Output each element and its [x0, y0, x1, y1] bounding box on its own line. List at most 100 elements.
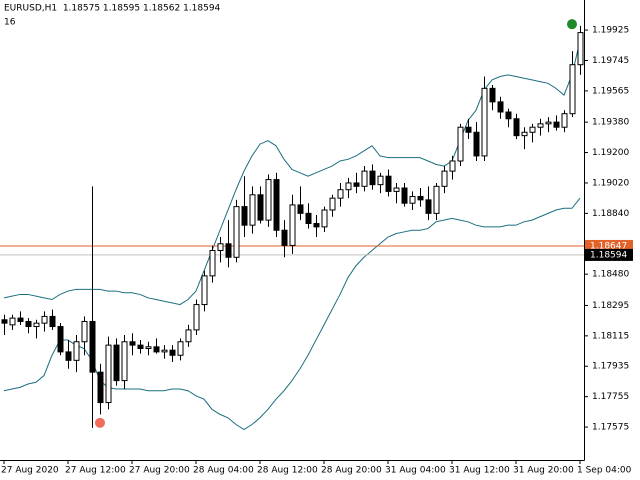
- candle-body: [233, 206, 240, 258]
- candle-body: [417, 195, 424, 201]
- candle-body: [65, 351, 72, 361]
- y-tick-label: 1.19745: [592, 56, 629, 66]
- x-tick-label: 31 Aug 20:00: [513, 466, 574, 476]
- candle-body: [81, 320, 88, 343]
- candle-body: [473, 131, 480, 157]
- candle-body: [201, 275, 208, 306]
- candle-body: [433, 185, 440, 214]
- candle-body: [401, 187, 408, 204]
- candle-body: [329, 197, 336, 211]
- candle-body: [577, 32, 584, 66]
- candle-body: [177, 341, 184, 356]
- candle-body: [409, 195, 416, 204]
- y-tick-label: 1.19020: [592, 178, 629, 188]
- candle-body: [385, 175, 392, 192]
- candle-body: [457, 126, 464, 162]
- x-tick-label: 31 Aug 12:00: [449, 466, 510, 476]
- x-tick-label: 31 Aug 04:00: [385, 466, 446, 476]
- candle-body: [129, 341, 136, 346]
- candle-body: [425, 199, 432, 214]
- candle-body: [1, 319, 8, 324]
- candle-body: [33, 322, 40, 328]
- candle-body: [105, 344, 112, 404]
- y-tick-label: 1.18295: [592, 301, 629, 311]
- price-level-label: 1.18647: [590, 241, 627, 251]
- candle-body: [569, 64, 576, 115]
- chart-title: EURUSD,H1 1.18575 1.18595 1.18562 1.1859…: [4, 4, 221, 14]
- candle-body: [361, 170, 368, 187]
- y-tick-label: 1.19925: [592, 26, 629, 36]
- y-tick-label: 1.17755: [592, 392, 629, 402]
- candle-body: [553, 121, 560, 128]
- candle-body: [297, 204, 304, 214]
- candle-body: [17, 317, 24, 322]
- candle-body: [393, 187, 400, 192]
- candle-body: [465, 126, 472, 133]
- candle-body: [513, 118, 520, 137]
- candle-body: [345, 182, 352, 191]
- price-level-label: 1.18594: [590, 250, 627, 260]
- y-tick-label: 1.19380: [592, 118, 629, 128]
- candle-body: [257, 194, 264, 221]
- candle-body: [289, 204, 296, 246]
- candle-body: [529, 126, 536, 133]
- candle-body: [241, 206, 248, 226]
- indicator-label: 16: [4, 18, 16, 28]
- y-tick-label: 1.17575: [592, 423, 629, 433]
- signal-dot: [567, 19, 577, 30]
- x-tick-label: 27 Aug 12:00: [65, 466, 126, 476]
- candle-body: [73, 341, 80, 361]
- candle-body: [161, 349, 168, 353]
- candle-body: [377, 175, 384, 186]
- candle-body: [249, 194, 256, 226]
- candle-body: [505, 111, 512, 120]
- candle-body: [281, 229, 288, 246]
- candle-body: [169, 349, 176, 356]
- candle-body: [441, 170, 448, 187]
- x-tick-label: 27 Aug 2020: [1, 466, 59, 476]
- candle-body: [521, 131, 528, 137]
- candle-body: [225, 243, 232, 258]
- candle-body: [273, 179, 280, 231]
- y-tick-label: 1.19200: [592, 148, 629, 158]
- candle-body: [89, 320, 96, 373]
- y-tick-label: 1.18115: [592, 331, 629, 341]
- x-tick-label: 28 Aug 20:00: [321, 466, 382, 476]
- candle-body: [561, 113, 568, 128]
- candle-body: [537, 123, 544, 128]
- candle-body: [137, 344, 144, 350]
- candle-body: [265, 179, 272, 221]
- candle-body: [497, 101, 504, 113]
- candle-body: [353, 182, 360, 187]
- candle-body: [185, 329, 192, 343]
- x-tick-label: 1 Sep 04:00: [577, 466, 632, 476]
- candle-body: [321, 209, 328, 228]
- candle-body: [217, 243, 224, 252]
- candle-body: [209, 250, 216, 277]
- candle-body: [545, 121, 552, 125]
- candle-body: [193, 304, 200, 331]
- y-tick-label: 1.18840: [592, 209, 629, 219]
- candle-body: [57, 326, 64, 353]
- x-tick-label: 28 Aug 04:00: [193, 466, 254, 476]
- candle-body: [9, 317, 16, 326]
- candle-body: [449, 160, 456, 172]
- y-tick-label: 1.19565: [592, 86, 629, 96]
- candle-body: [49, 315, 56, 328]
- x-tick-label: 27 Aug 20:00: [129, 466, 190, 476]
- signal-dot: [95, 417, 105, 428]
- y-tick-label: 1.18480: [592, 270, 629, 280]
- candle-body: [41, 315, 48, 324]
- y-tick-label: 1.17935: [592, 362, 629, 372]
- candle-body: [25, 320, 32, 328]
- candle-body: [481, 87, 488, 157]
- candle-body: [337, 189, 344, 199]
- candle-body: [145, 346, 152, 350]
- candle-body: [97, 371, 104, 404]
- candle-body: [489, 87, 496, 103]
- candle-body: [113, 344, 120, 382]
- candle-body: [153, 346, 160, 353]
- price-level-tag: [585, 248, 633, 261]
